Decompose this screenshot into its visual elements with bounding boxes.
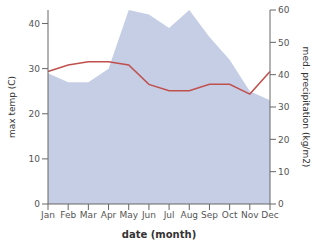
- svg-text:20: 20: [278, 135, 290, 145]
- svg-text:0: 0: [34, 199, 40, 209]
- svg-text:Sep: Sep: [201, 210, 218, 220]
- svg-text:Nov: Nov: [241, 210, 259, 220]
- svg-text:0: 0: [278, 199, 284, 209]
- svg-text:10: 10: [278, 167, 290, 177]
- svg-text:Aug: Aug: [180, 210, 198, 220]
- svg-text:10: 10: [29, 154, 41, 164]
- svg-text:30: 30: [29, 64, 41, 74]
- svg-text:30: 30: [278, 102, 290, 112]
- svg-text:Oct: Oct: [222, 210, 238, 220]
- svg-text:Feb: Feb: [60, 210, 76, 220]
- svg-text:May: May: [119, 210, 138, 220]
- svg-text:med. precipitation (kg/m2): med. precipitation (kg/m2): [301, 47, 310, 168]
- svg-text:max temp (C): max temp (C): [8, 76, 17, 138]
- svg-text:50: 50: [278, 38, 290, 48]
- svg-text:Jan: Jan: [40, 210, 55, 220]
- svg-text:Apr: Apr: [101, 210, 117, 220]
- svg-text:40: 40: [278, 70, 290, 80]
- svg-text:20: 20: [29, 109, 41, 119]
- svg-text:40: 40: [29, 19, 41, 29]
- svg-text:Dec: Dec: [261, 210, 278, 220]
- svg-text:Jun: Jun: [141, 210, 156, 220]
- svg-text:60: 60: [278, 5, 290, 15]
- svg-text:Mar: Mar: [80, 210, 97, 220]
- svg-text:date (month): date (month): [122, 229, 196, 240]
- svg-text:Jul: Jul: [163, 210, 175, 220]
